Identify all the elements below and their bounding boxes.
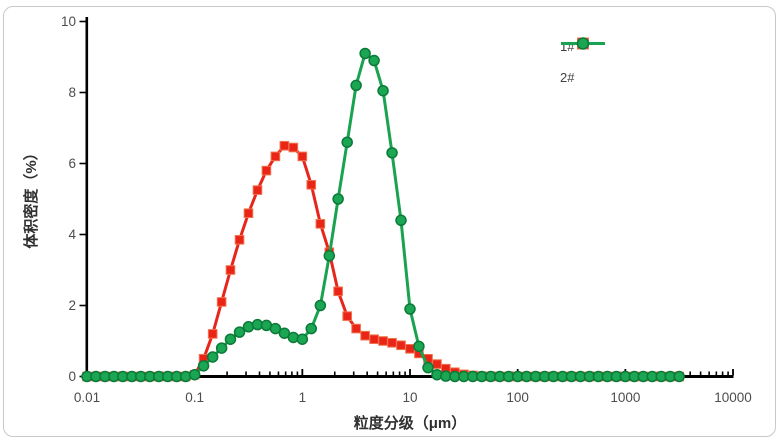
y-tick-label: 2 xyxy=(68,298,76,313)
x-tick-label: 10 xyxy=(402,390,417,405)
series-2-line xyxy=(85,51,681,378)
axis-spines xyxy=(85,17,734,378)
x-tick-label: 0.1 xyxy=(185,390,204,405)
x-tick-label: 1 xyxy=(299,390,307,405)
y-tick-label: 0 xyxy=(68,369,76,384)
x-tick-label: 0.01 xyxy=(74,390,100,405)
legend-marker-circle-icon xyxy=(561,37,605,50)
x-tick-label: 1000 xyxy=(610,390,640,405)
series-2-markers xyxy=(81,47,685,383)
legend-label: 2# xyxy=(560,70,575,85)
y-tick-label: 8 xyxy=(68,85,76,100)
tick-labels: 0.01 0.1 1 10 100 1000 10000 0 2 4 6 8 10 xyxy=(61,14,752,405)
y-axis-title: 体积密度（%） xyxy=(22,145,40,248)
x-tick-label: 100 xyxy=(506,390,529,405)
legend: 1# 2# xyxy=(560,36,605,88)
y-tick-label: 6 xyxy=(68,156,76,171)
x-axis-title: 粒度分级（μm） xyxy=(354,414,467,432)
data-series xyxy=(81,47,685,383)
x-tick-label: 10000 xyxy=(714,390,752,405)
legend-item-series-2: 2# xyxy=(560,37,605,88)
y-tick-label: 4 xyxy=(68,227,76,242)
axis-ticks xyxy=(79,20,734,378)
series-1-markers xyxy=(82,140,684,382)
y-tick-label: 10 xyxy=(61,14,76,29)
